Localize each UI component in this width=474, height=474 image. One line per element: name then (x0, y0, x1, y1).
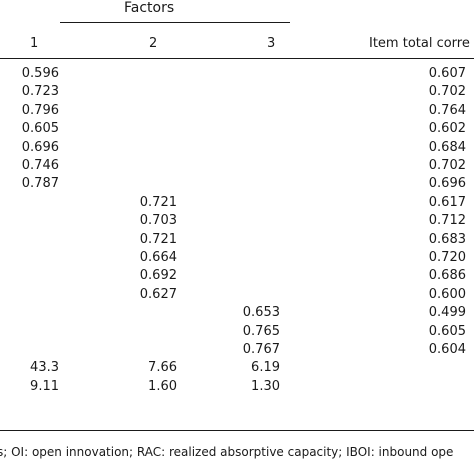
column-header-3: 3 (267, 36, 276, 51)
table-cell: 0.796 (21, 102, 59, 118)
table-cell: 0.723 (21, 84, 59, 100)
table-bottom-rule (0, 430, 474, 431)
table-cell: 0.702 (428, 158, 466, 173)
table-cell: 1.30 (251, 378, 280, 394)
table-cell: 0.696 (428, 176, 466, 192)
header-bottom-rule (0, 58, 474, 59)
column-header-item-total-correlation: Item total corre (369, 36, 470, 51)
table-cell: 0.765 (242, 323, 280, 339)
table-cell: 43.3 (30, 360, 59, 376)
table-cell: 0.653 (242, 305, 280, 321)
table-cell: 0.703 (139, 213, 177, 229)
table-cell: 0.696 (21, 139, 59, 155)
table-cell: 0.746 (21, 158, 59, 173)
table-cell: 0.605 (428, 323, 466, 339)
table-cell: 0.684 (428, 139, 466, 155)
column-header-2: 2 (149, 36, 158, 51)
table-cell: 0.764 (428, 102, 466, 118)
table-cell: 0.702 (428, 84, 466, 100)
footnote: s; OI: open innovation; RAC: realized ab… (0, 445, 454, 459)
factors-underline (60, 22, 290, 23)
table-cell: 0.721 (139, 194, 177, 210)
table-cell: 0.683 (428, 231, 466, 247)
table-cell: 0.499 (428, 305, 466, 321)
table-cell: 9.11 (30, 378, 59, 394)
table-cell: 0.627 (139, 286, 177, 302)
table-cell: 1.60 (148, 378, 177, 394)
table-cell: 0.686 (428, 268, 466, 284)
table-cell: 0.617 (428, 194, 466, 210)
table-cell: 0.602 (428, 121, 466, 137)
table-cell: 0.607 (428, 66, 466, 81)
table-cell: 0.600 (428, 286, 466, 302)
table-cell: 0.596 (21, 66, 59, 81)
table-cell: 0.767 (242, 342, 280, 357)
table-cell: 0.712 (428, 213, 466, 229)
factors-header: Factors (124, 0, 175, 16)
table-cell: 0.605 (21, 121, 59, 137)
table-cell: 0.664 (139, 250, 177, 265)
table-cell: 6.19 (251, 360, 280, 376)
table-cell: 0.692 (139, 268, 177, 284)
table-cell: 0.604 (428, 342, 466, 357)
table-cell: 0.721 (139, 231, 177, 247)
table-cell: 0.787 (21, 176, 59, 192)
table-cell: 7.66 (148, 360, 177, 376)
table-cell: 0.720 (428, 250, 466, 265)
column-header-1: 1 (30, 36, 39, 51)
